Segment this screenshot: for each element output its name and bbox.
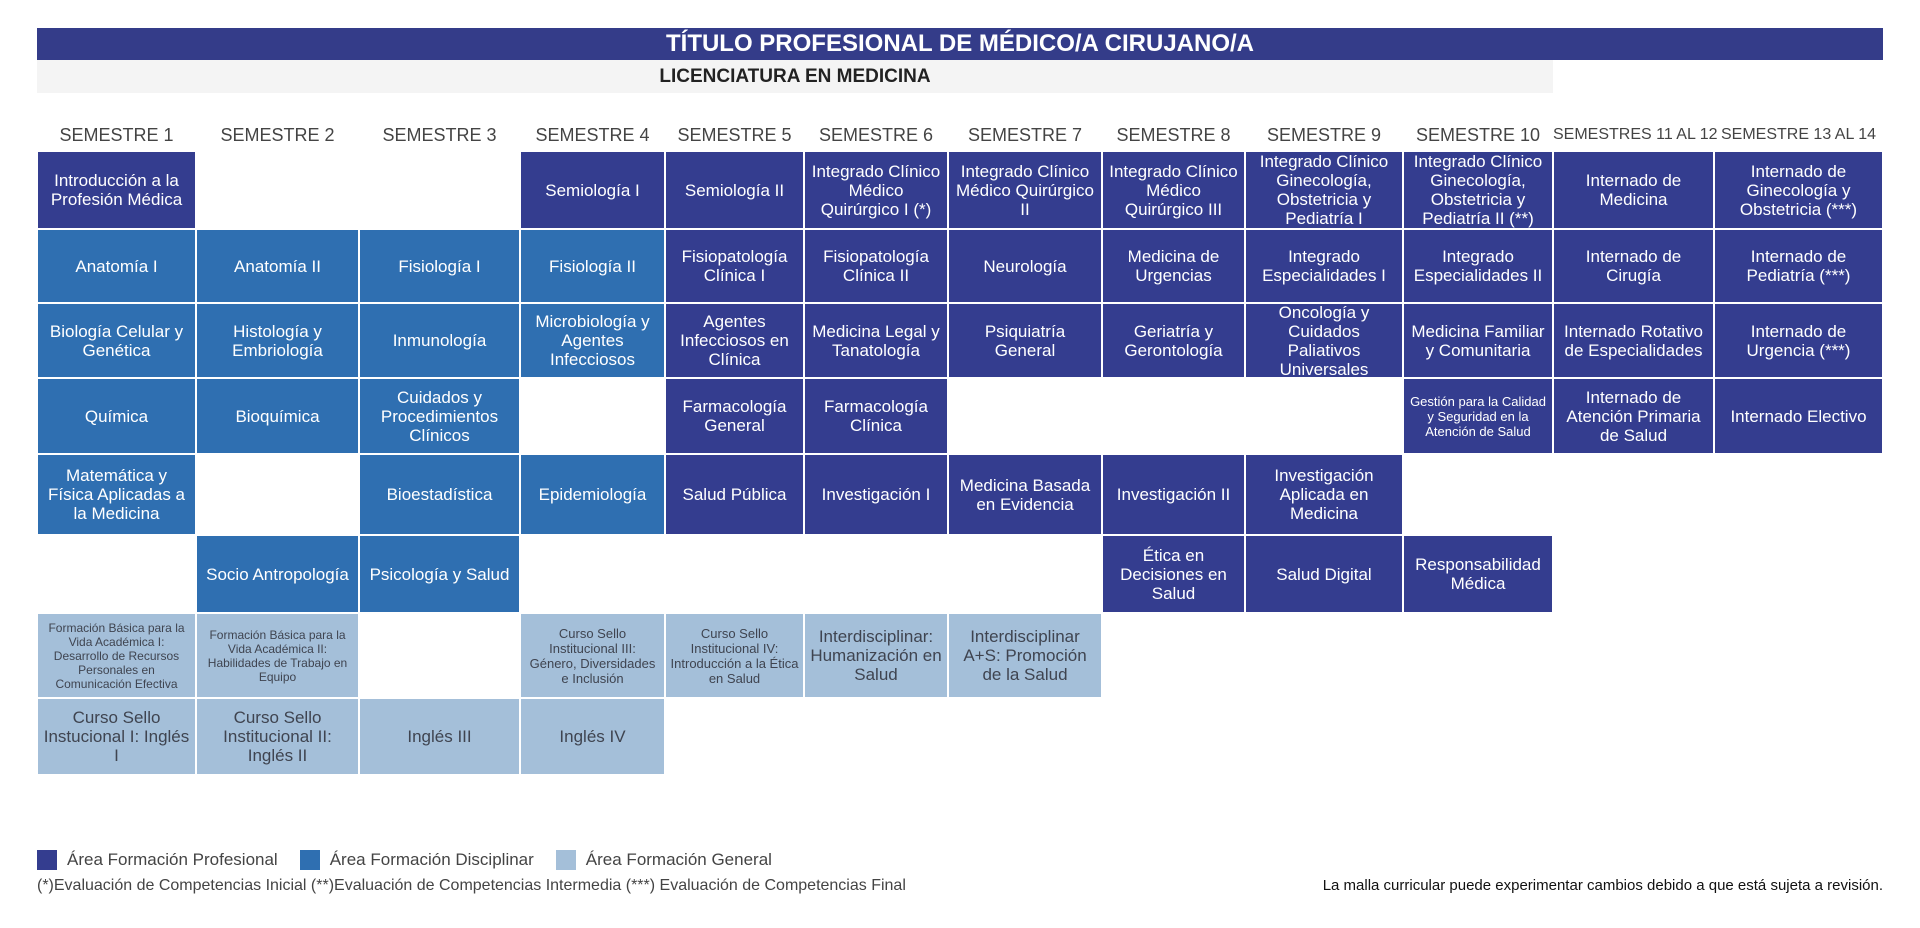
- semester-header: SEMESTRE 9: [1266, 125, 1382, 145]
- semester-header: SEMESTRE 6: [818, 125, 934, 145]
- course-cell: Bioquímica: [196, 378, 359, 454]
- course-cell: Matemática y Física Aplicadas a la Medic…: [37, 454, 196, 535]
- course-cell: Medicina Familiar y Comunitaria: [1403, 303, 1553, 378]
- legend: Área Formación Profesional Área Formació…: [37, 850, 794, 870]
- course-cell: Socio Antropología: [196, 535, 359, 613]
- course-cell: Epidemiología: [520, 454, 665, 535]
- semester-header: SEMESTRE 10: [1415, 125, 1541, 145]
- course-cell: Gestión para la Calidad y Seguridad en l…: [1403, 378, 1553, 454]
- course-cell: Microbiología y Agentes Infecciosos: [520, 303, 665, 378]
- semester-header: SEMESTRES 11 AL 12: [1553, 126, 1718, 143]
- course-cell: Neurología: [948, 229, 1102, 303]
- evaluation-notes: (*)Evaluación de Competencias Inicial (*…: [37, 877, 906, 894]
- course-cell: Cuidados y Procedimientos Clínicos: [359, 378, 520, 454]
- course-cell: Integrado Clínico Médico Quirúrgico III: [1102, 151, 1245, 229]
- course-cell: Responsabilidad Médica: [1403, 535, 1553, 613]
- course-cell: Anatomía II: [196, 229, 359, 303]
- course-cell: Fisiopatología Clínica I: [665, 229, 804, 303]
- course-cell: Integrado Clínico Médico Quirúrgico II: [948, 151, 1102, 229]
- legend-item-profesional: Área Formación Profesional: [37, 850, 278, 870]
- course-cell: Medicina de Urgencias: [1102, 229, 1245, 303]
- course-cell: Introducción a la Profesión Médica: [37, 151, 196, 229]
- legend-swatch: [299, 850, 320, 870]
- course-cell: Farmacología General: [665, 378, 804, 454]
- course-cell: Integrado Clínico Ginecología, Obstetric…: [1245, 151, 1403, 229]
- semester-header: SEMESTRE 5: [677, 125, 792, 145]
- legend-label: Área Formación General: [585, 850, 772, 869]
- legend-label: Área Formación Disciplinar: [329, 850, 534, 869]
- course-cell: Integrado Clínico Ginecología, Obstetric…: [1403, 151, 1553, 229]
- course-cell: Curso Sello Institucional II: Inglés II: [196, 698, 359, 775]
- course-cell: Semiología I: [520, 151, 665, 229]
- semester-header: SEMESTRE 8: [1116, 125, 1231, 145]
- course-cell: Bioestadística: [359, 454, 520, 535]
- course-cell: Ética en Decisiones en Salud: [1102, 535, 1245, 613]
- course-cell: Geriatría y Gerontología: [1102, 303, 1245, 378]
- course-cell: Formación Básica para la Vida Académica …: [37, 613, 196, 698]
- course-cell: Internado Rotativo de Especialidades: [1553, 303, 1714, 378]
- course-cell: Biología Celular y Genética: [37, 303, 196, 378]
- course-cell: Farmacología Clínica: [804, 378, 948, 454]
- course-cell: Inglés IV: [520, 698, 665, 775]
- course-cell: Investigación I: [804, 454, 948, 535]
- course-cell: Internado de Atención Primaria de Salud: [1553, 378, 1714, 454]
- semester-header: SEMESTRE 4: [535, 125, 650, 145]
- course-cell: Fisiología II: [520, 229, 665, 303]
- course-cell: Fisiopatología Clínica II: [804, 229, 948, 303]
- semester-header: SEMESTRE 2: [220, 125, 335, 145]
- course-cell: Psiquiatría General: [948, 303, 1102, 378]
- course-cell: Interdisciplinar A+S: Promoción de la Sa…: [948, 613, 1102, 698]
- course-cell: Medicina Legal y Tanatología: [804, 303, 948, 378]
- course-cell: Salud Pública: [665, 454, 804, 535]
- course-cell: Medicina Basada en Evidencia: [948, 454, 1102, 535]
- page-title: TÍTULO PROFESIONAL DE MÉDICO/A CIRUJANO/…: [37, 28, 1883, 60]
- course-cell: Inglés III: [359, 698, 520, 775]
- course-cell: Internado de Medicina: [1553, 151, 1714, 229]
- course-cell: Formación Básica para la Vida Académica …: [196, 613, 359, 698]
- course-cell: Investigación Aplicada en Medicina: [1245, 454, 1403, 535]
- course-cell: Agentes Infecciosos en Clínica: [665, 303, 804, 378]
- course-cell: Fisiología I: [359, 229, 520, 303]
- course-cell: Integrado Especialidades I: [1245, 229, 1403, 303]
- course-cell: Integrado Especialidades II: [1403, 229, 1553, 303]
- course-cell: Internado Electivo: [1714, 378, 1883, 454]
- semester-header: SEMESTRE 7: [967, 125, 1083, 145]
- course-cell: Histología y Embriología: [196, 303, 359, 378]
- semester-header: SEMESTRE 13 AL 14: [1720, 126, 1877, 143]
- semester-header: SEMESTRE 1: [59, 125, 174, 145]
- course-cell: Curso Sello Institucional III: Género, D…: [520, 613, 665, 698]
- disclaimer: La malla curricular puede experimentar c…: [1322, 877, 1883, 894]
- course-cell: Curso Sello Instucional I: Inglés I: [37, 698, 196, 775]
- course-cell: Internado de Pediatría (***): [1714, 229, 1883, 303]
- course-cell: Oncología y Cuidados Paliativos Universa…: [1245, 303, 1403, 379]
- course-cell: Anatomía I: [37, 229, 196, 303]
- course-cell: Inmunología: [359, 303, 520, 378]
- semester-header: SEMESTRE 3: [382, 125, 497, 145]
- legend-item-disciplinar: Área Formación Disciplinar: [299, 850, 534, 870]
- page-subtitle: LICENCIATURA EN MEDICINA: [37, 60, 1553, 93]
- course-cell: Semiología II: [665, 151, 804, 229]
- course-cell: Química: [37, 378, 196, 454]
- course-cell: Psicología y Salud: [359, 535, 520, 613]
- course-cell: Investigación II: [1102, 454, 1245, 535]
- legend-item-general: Área Formación General: [555, 850, 772, 870]
- legend-label: Área Formación Profesional: [67, 850, 278, 869]
- course-cell: Integrado Clínico Médico Quirúrgico I (*…: [804, 151, 948, 229]
- course-cell: Internado de Urgencia (***): [1714, 303, 1883, 378]
- course-cell: Internado de Cirugía: [1553, 229, 1714, 303]
- legend-swatch: [37, 850, 57, 870]
- legend-swatch: [555, 850, 576, 870]
- course-cell: Interdisciplinar: Humanización en Salud: [804, 613, 948, 698]
- course-cell: Internado de Ginecología y Obstetricia (…: [1714, 151, 1883, 229]
- course-cell: Curso Sello Institucional IV: Introducci…: [665, 613, 804, 698]
- course-cell: Salud Digital: [1245, 535, 1403, 613]
